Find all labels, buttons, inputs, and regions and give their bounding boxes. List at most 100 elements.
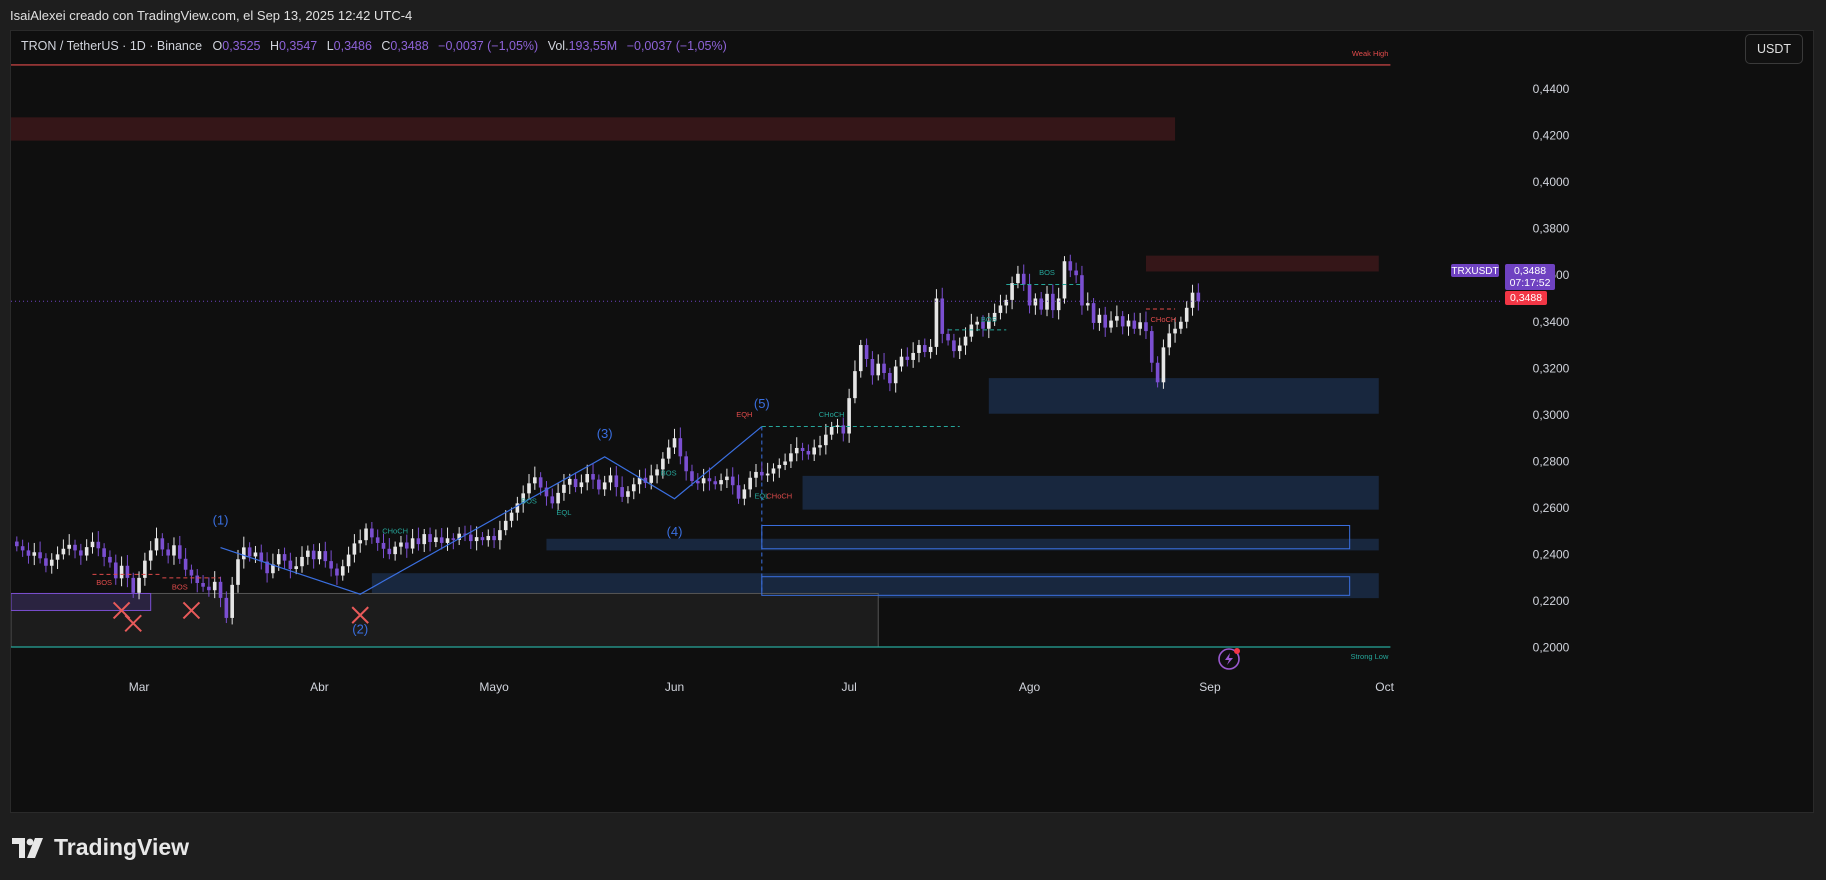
candle-body xyxy=(1074,270,1078,276)
candle-body xyxy=(55,554,60,560)
candle-body xyxy=(201,582,205,587)
candle-body xyxy=(323,551,328,562)
candle-body xyxy=(79,550,83,556)
candle-body xyxy=(684,456,688,472)
candle-body xyxy=(148,550,153,561)
x-tick-label: Mayo xyxy=(479,680,509,694)
low-value: 0,3486 xyxy=(333,39,372,53)
candle-body xyxy=(1196,292,1201,302)
candle-body xyxy=(451,538,456,540)
candle-body xyxy=(748,477,752,490)
candle-body xyxy=(969,324,974,337)
y-tick-label: 0,3400 xyxy=(1533,315,1570,329)
change-value: −0,0037 (−1,05%) xyxy=(438,39,539,53)
candle-body xyxy=(422,534,427,545)
candle-body xyxy=(207,586,211,591)
candle-body xyxy=(957,345,962,352)
candle-body xyxy=(340,566,345,576)
candle-body xyxy=(899,356,904,367)
candle-body xyxy=(282,554,287,561)
candle-body xyxy=(975,321,979,325)
candle-body xyxy=(381,542,386,549)
candle-body xyxy=(119,565,124,579)
candle-body xyxy=(987,320,991,329)
candle-body xyxy=(847,398,851,434)
candle-body xyxy=(841,425,846,434)
candle-body xyxy=(934,298,939,347)
candle-body xyxy=(474,537,479,542)
invalidation-cross-icon xyxy=(124,614,142,632)
candle-body xyxy=(317,551,322,560)
candle-body xyxy=(271,564,275,574)
candle-body xyxy=(760,471,764,476)
candle-body xyxy=(352,543,357,555)
price-chart[interactable]: Weak High Strong Low 0,4400 0,4200 0,4000 0,3… xyxy=(11,31,1815,814)
candle-body xyxy=(905,356,910,360)
x-tick-label: Oct xyxy=(1375,680,1394,694)
chart-panel[interactable]: Weak High Strong Low 0,4400 0,4200 0,4000 0,3… xyxy=(10,30,1814,813)
candle-body xyxy=(870,359,875,376)
candle-body xyxy=(631,484,636,492)
structure-label: BOS xyxy=(661,468,677,477)
candle-body xyxy=(940,298,945,334)
candle-body xyxy=(102,548,106,557)
candle-body xyxy=(131,577,136,593)
candle-body xyxy=(1016,273,1020,284)
candle-body xyxy=(434,537,438,543)
candle-body xyxy=(329,561,333,569)
candle-body xyxy=(492,535,496,541)
candle-body xyxy=(1103,314,1108,328)
brand-name: TradingView xyxy=(54,834,190,860)
alert-button-icon[interactable] xyxy=(1218,648,1240,670)
candle-body xyxy=(550,496,555,504)
candle-body xyxy=(1126,320,1131,327)
structure-label: BOS xyxy=(1039,268,1055,277)
symbol-title[interactable]: TRON / TetherUS · 1D · Binance xyxy=(21,39,203,53)
candle-body xyxy=(1051,293,1055,311)
candle-body xyxy=(701,478,706,484)
candle-body xyxy=(719,480,723,485)
price-tag-countdown: 07:17:52 xyxy=(1510,277,1551,289)
candle-body xyxy=(1080,275,1084,306)
candle-body xyxy=(335,568,339,576)
currency-button[interactable]: USDT xyxy=(1745,34,1803,64)
candle-body xyxy=(370,528,374,538)
symbol-legend: TRON / TetherUS · 1D · Binance O0,3525 H… xyxy=(21,39,733,53)
candle-body xyxy=(463,533,467,535)
candle-body xyxy=(620,487,624,497)
candle-body xyxy=(224,597,229,618)
candle-body xyxy=(108,556,112,563)
candle-body xyxy=(963,336,968,346)
candle-body xyxy=(556,492,560,504)
y-tick-label: 0,2200 xyxy=(1533,594,1570,608)
candle-body xyxy=(1021,273,1026,285)
last-price-tag-bg xyxy=(1505,291,1547,305)
close-value: 0,3488 xyxy=(390,39,429,53)
volume-label: Vol. xyxy=(547,39,569,53)
candle-body xyxy=(288,560,293,570)
candle-body xyxy=(195,575,200,583)
candle-body xyxy=(800,447,805,451)
structure-label: BOS xyxy=(981,315,997,324)
candle-body xyxy=(597,479,601,490)
candle-body xyxy=(1167,333,1172,348)
candle-body xyxy=(503,520,508,531)
candle-body xyxy=(300,556,304,567)
candle-body xyxy=(649,475,654,483)
candle-body xyxy=(1161,347,1166,383)
y-tick-label: 0,3000 xyxy=(1533,408,1570,422)
candle-body xyxy=(1138,322,1142,329)
structure-label: CHoCH xyxy=(766,492,792,501)
candle-body xyxy=(806,450,811,455)
candle-body xyxy=(1179,321,1183,329)
candle-body xyxy=(439,537,444,543)
candle-body xyxy=(579,482,584,488)
candle-body xyxy=(387,548,392,555)
y-tick-label: 0,4400 xyxy=(1533,82,1570,96)
candle-body xyxy=(515,503,520,513)
candle-body xyxy=(1004,299,1009,306)
candle-body xyxy=(1132,320,1137,329)
candle-body xyxy=(783,461,787,465)
candle-body xyxy=(172,545,176,556)
candle-body xyxy=(1184,307,1189,322)
